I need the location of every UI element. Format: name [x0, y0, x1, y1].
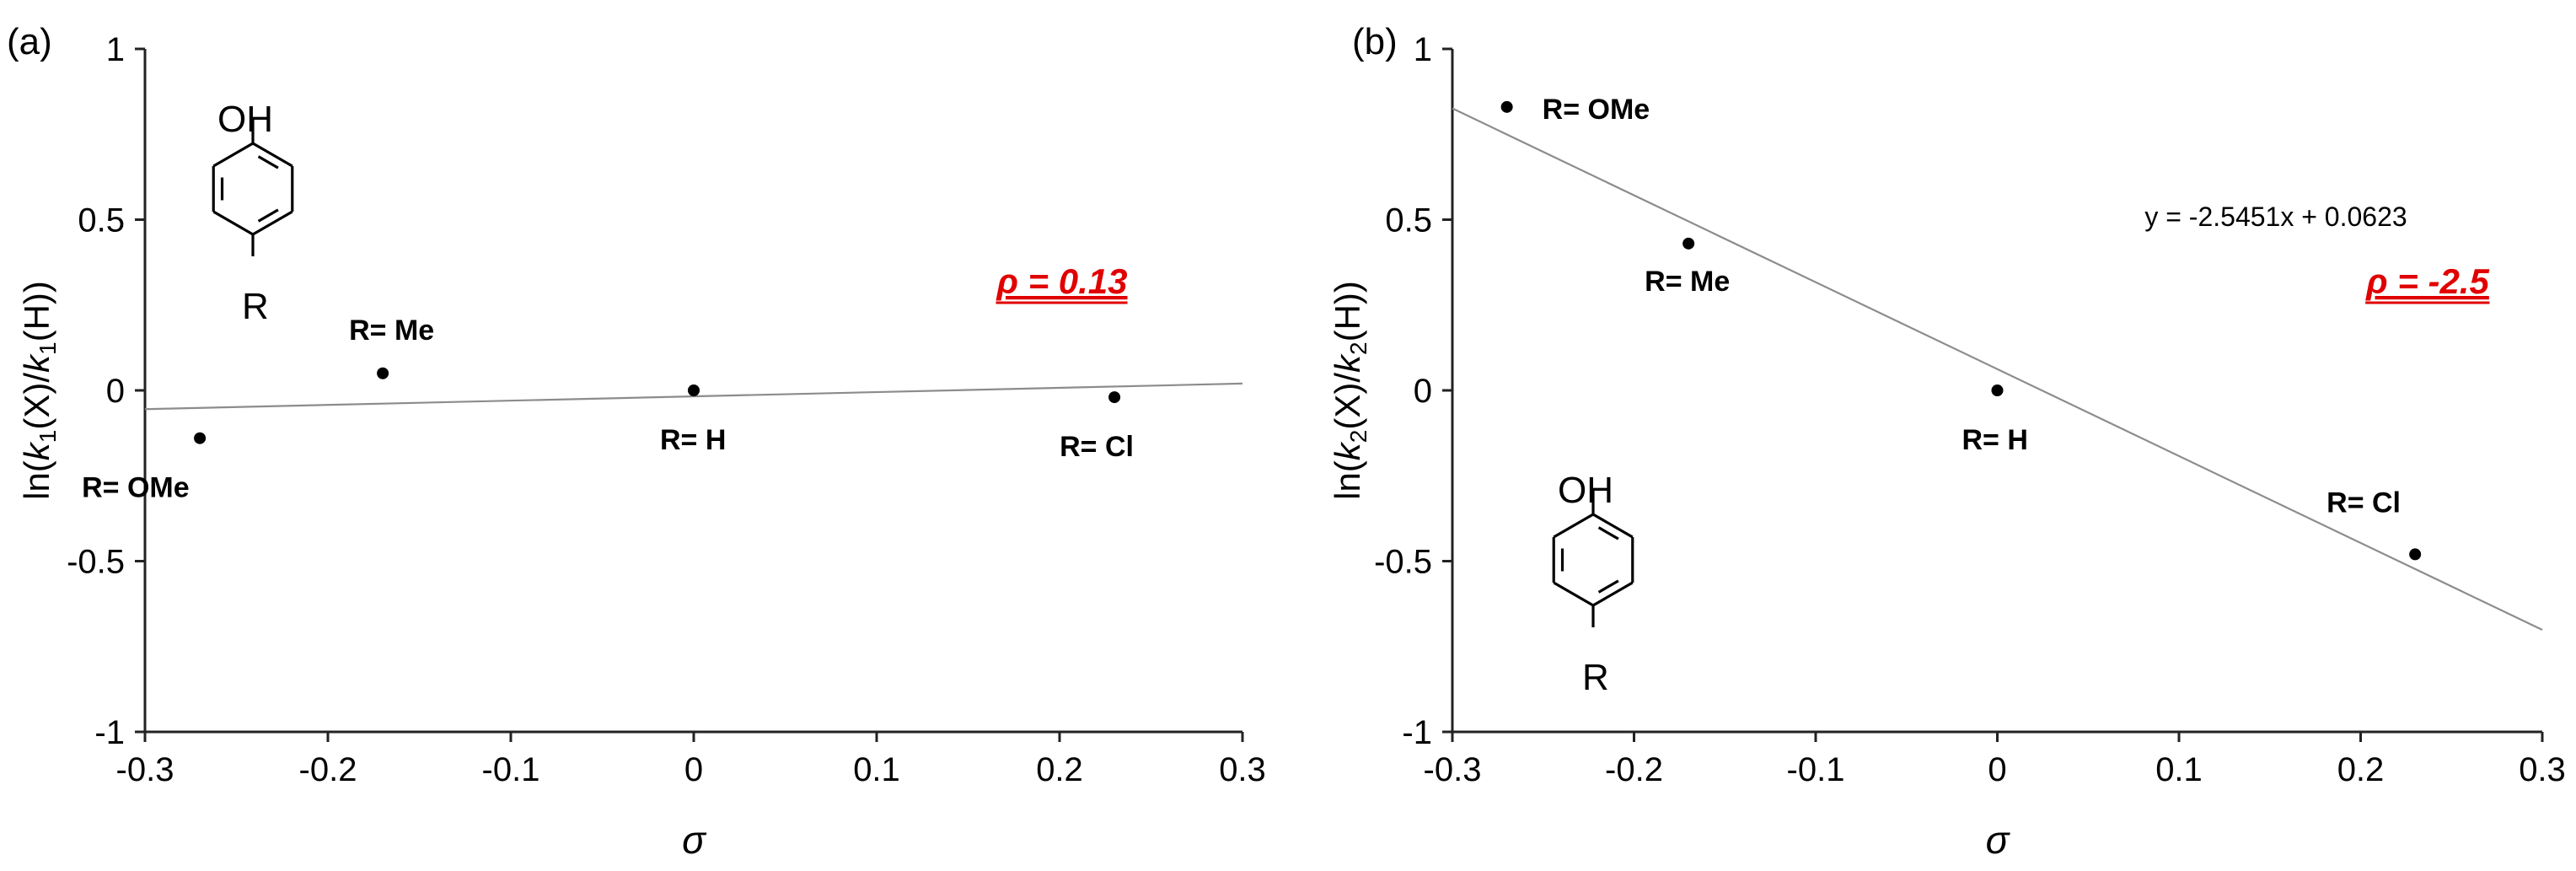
panel-b-point-label: R= H: [1962, 424, 2028, 456]
panel-a-data-point: [688, 384, 700, 396]
panel-a-chart: 1 0.5 0 -0.5 -1-0.3 -0.2 -0.1 0 0.1 0.2 0.3 σ ln(k1(…: [7, 21, 1266, 862]
panel-a-point-label: R= H: [660, 424, 726, 456]
panel-a-ring-double-bond: [257, 155, 279, 169]
panel-b-point-label: R= OMe: [1543, 94, 1650, 126]
panel-b-x-tick-label: 0.3: [2519, 751, 2566, 788]
panel-b-x-tick-label: 0.1: [2155, 751, 2203, 788]
panel-a-y-tick-label: 1: [106, 31, 125, 68]
panel-a-oh-label: OH: [217, 99, 273, 140]
panel-b-y-tick-label: 0.5: [1385, 202, 1432, 239]
panel-a-ring-double-bond: [257, 208, 279, 223]
panel-b-trend-equation: y = -2.5451x + 0.0623: [2144, 202, 2407, 232]
panel-b-r-label: R: [1582, 657, 1609, 698]
panel-b-x-tick-label: -0.1: [1787, 751, 1845, 788]
panel-b-trendline: [1452, 107, 2543, 631]
panel-a-y-axis-title: ln(k1(X)/k1(H)): [17, 281, 61, 500]
panel-b-x-tick-label: -0.3: [1424, 751, 1482, 788]
panel-b-oh-label: OH: [1558, 470, 1613, 511]
panel-a-x-tick-label: -0.3: [116, 751, 174, 788]
panel-a-y-tick-label: -1: [94, 714, 125, 751]
panel-b-data-point: [1500, 100, 1513, 113]
panel-b-data-point: [1682, 237, 1695, 250]
panel-b-y-tick-label: 0: [1414, 373, 1432, 410]
panel-a-ring-bond: [252, 142, 293, 168]
panel-a-trendline: [144, 382, 1243, 411]
panel-a-x-tick-label: -0.2: [299, 751, 357, 788]
panel-a-ring-bond: [212, 142, 254, 168]
panel-a-data-point: [194, 432, 207, 444]
panel-a-y-tick-label: 0.5: [78, 202, 125, 239]
panel-b-ring-double-bond: [1597, 579, 1619, 594]
panel-b-ring-double-bond: [1597, 526, 1619, 540]
panel-a-benzene-ring-icon: [212, 120, 294, 256]
panel-a-x-tick-label: 0: [684, 751, 703, 788]
panel-b-y-tick-label: -1: [1402, 714, 1432, 751]
panel-b-y-tick-label: 1: [1414, 31, 1432, 68]
panel-a-ring-bond: [212, 210, 254, 236]
panel-b-data-point: [1991, 384, 2004, 396]
panel-a-y-tick-label: 0: [106, 373, 125, 410]
panel-b-ring-bond: [1592, 513, 1634, 539]
panel-b-data-point: [2409, 548, 2422, 561]
panel-a-rho-annotation: ρ = 0.13: [996, 261, 1127, 301]
panel-b-ring-bond: [1553, 581, 1594, 607]
panel-a-x-tick-label: 0.1: [853, 751, 900, 788]
panel-a-x-tick-label: -0.1: [482, 751, 540, 788]
panel-a-point-label: R= Me: [349, 315, 434, 347]
panel-a-panel-label: (a): [7, 21, 52, 62]
panel-a-x-tick-label: 0.2: [1036, 751, 1083, 788]
panel-b-benzene-ring-icon: [1552, 491, 1634, 627]
panel-a-x-tick-label: 0.3: [1219, 751, 1266, 788]
panel-a-data-point: [377, 367, 389, 379]
panel-b-x-tick-label: -0.2: [1605, 751, 1663, 788]
panel-a-y-tick-label: -0.5: [67, 544, 125, 581]
panel-b-x-tick-label: 0: [1988, 751, 2006, 788]
panel-b-y-tick-label: -0.5: [1374, 544, 1432, 581]
panel-b-rho-annotation: ρ = -2.5: [2365, 261, 2489, 301]
panel-b-point-label: R= Cl: [2326, 487, 2401, 519]
panel-a-x-axis-title: σ: [682, 818, 707, 862]
panel-a-r-label: R: [242, 286, 269, 327]
panel-b-y-axis-title: ln(k2(X)/k2(H)): [1328, 281, 1371, 500]
panel-b-panel-label: (b): [1352, 21, 1398, 62]
panel-b-chart: 1 0.5 0 -0.5 -1-0.3 -0.2 -0.1 0 0.1 0.2 0.3 σ ln(k2(…: [1328, 21, 2566, 862]
panel-b-ring-bond: [1553, 513, 1594, 539]
panel-a-point-label: R= Cl: [1060, 431, 1134, 463]
panel-b-x-tick-label: 0.2: [2337, 751, 2385, 788]
panel-a-point-label: R= OMe: [82, 472, 190, 504]
panel-a-data-point: [1108, 391, 1121, 404]
panel-a-ring-bond: [252, 210, 293, 236]
panel-b-point-label: R= Me: [1645, 266, 1730, 298]
panel-b-ring-bond: [1592, 581, 1634, 607]
panel-b-x-axis-title: σ: [1986, 818, 2011, 862]
